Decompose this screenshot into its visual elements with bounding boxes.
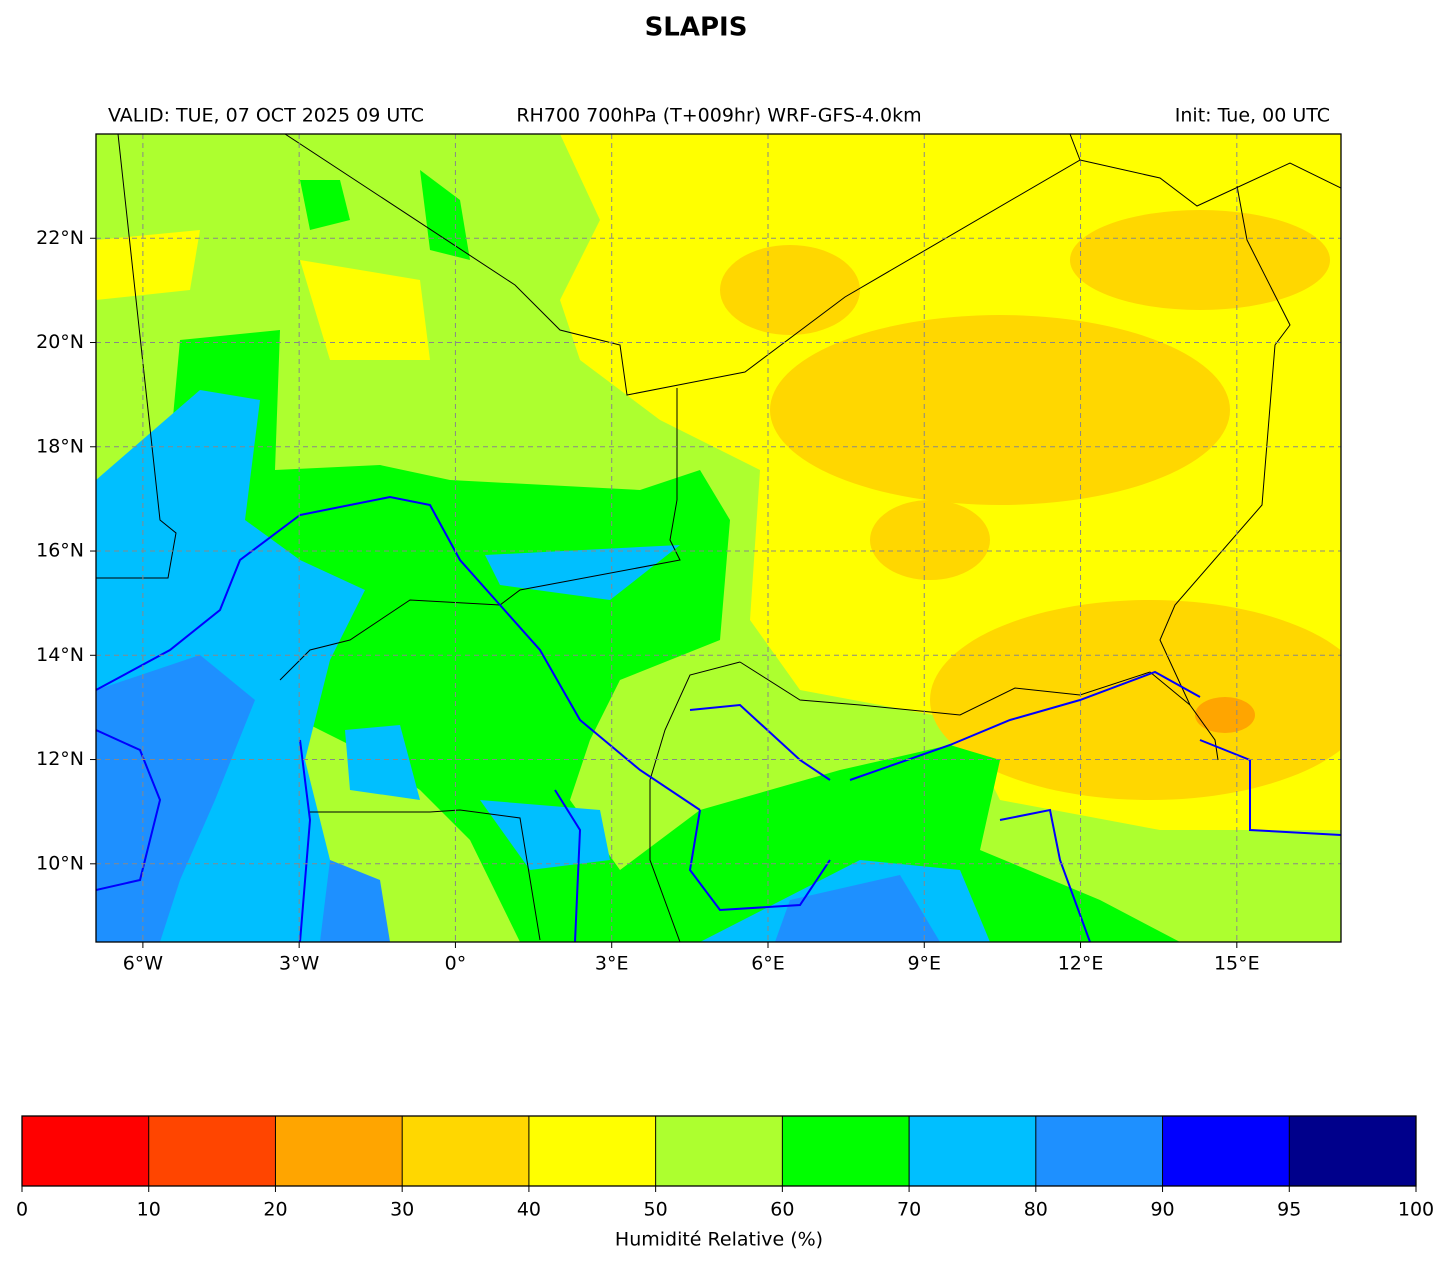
- colorbar-segment: [22, 1116, 149, 1186]
- y-tick-label: 18°N: [36, 435, 84, 457]
- subtitle-center: RH700 700hPa (T+009hr) WRF-GFS-4.0km: [516, 105, 921, 127]
- colorbar-tick-label: 80: [1024, 1199, 1048, 1221]
- colorbar-segment: [1289, 1116, 1416, 1186]
- title: SLAPIS: [645, 13, 748, 43]
- colorbar-segment: [275, 1116, 403, 1186]
- colorbar-segment: [1035, 1116, 1163, 1186]
- x-tick-label: 3°E: [595, 953, 629, 975]
- colorbar-tick-label: 90: [1150, 1199, 1174, 1221]
- y-tick-label: 12°N: [36, 748, 84, 770]
- x-tick-label: 6°W: [123, 953, 164, 975]
- map-frame: [95, 133, 1342, 943]
- colorbar-label: Humidité Relative (%): [615, 1229, 823, 1251]
- x-tick-label: 6°E: [751, 953, 785, 975]
- y-tick-label: 10°N: [36, 852, 84, 874]
- x-tick-label: 9°E: [907, 953, 941, 975]
- subtitle-left: VALID: TUE, 07 OCT 2025 09 UTC: [108, 105, 424, 127]
- colorbar-segment: [528, 1116, 656, 1186]
- colorbar-tick-label: 50: [644, 1199, 668, 1221]
- x-tick-label: 3°W: [279, 953, 320, 975]
- colorbar-tick-label: 40: [517, 1199, 541, 1221]
- x-tick-label: 12°E: [1058, 953, 1104, 975]
- y-tick-label: 20°N: [36, 331, 84, 353]
- colorbar-tick-label: 30: [390, 1199, 414, 1221]
- colorbar-tick-label: 60: [770, 1199, 794, 1221]
- x-tick-label: 0°: [445, 953, 467, 975]
- colorbar-tick-label: 70: [897, 1199, 921, 1221]
- colorbar-tick-label: 100: [1398, 1199, 1434, 1221]
- colorbar-segment: [1162, 1116, 1290, 1186]
- humidity-field: [96, 134, 1341, 942]
- colorbar-tick-label: 0: [16, 1199, 28, 1221]
- colorbar-tick-label: 10: [137, 1199, 161, 1221]
- colorbar-tick-label: 20: [263, 1199, 287, 1221]
- colorbar-segment: [655, 1116, 783, 1186]
- subtitle-right: Init: Tue, 00 UTC: [1175, 105, 1330, 127]
- y-tick-label: 14°N: [36, 644, 84, 666]
- x-tick-label: 15°E: [1214, 953, 1260, 975]
- y-tick-label: 16°N: [36, 540, 84, 562]
- colorbar-tick-label: 95: [1277, 1199, 1301, 1221]
- y-tick-label: 22°N: [36, 227, 84, 249]
- colorbar-segment: [148, 1116, 276, 1186]
- colorbar-segment: [909, 1116, 1036, 1186]
- colorbar-segment: [782, 1116, 910, 1186]
- colorbar-segment: [402, 1116, 529, 1186]
